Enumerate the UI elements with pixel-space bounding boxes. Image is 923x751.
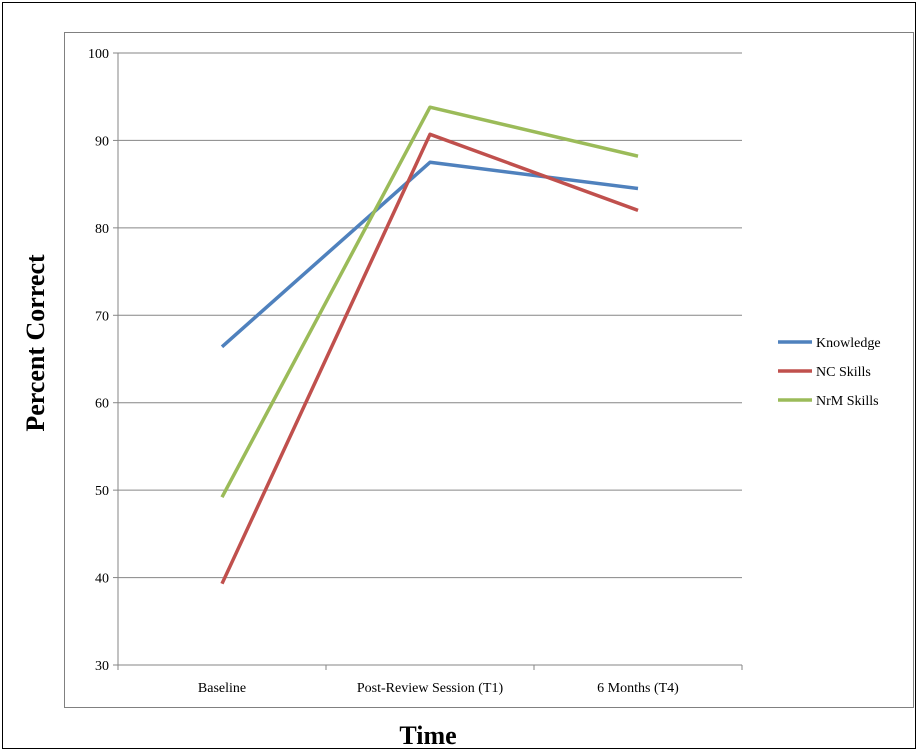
series-line-nc-skills [220, 132, 639, 585]
y-tick-label: 40 [95, 572, 109, 587]
legend-label: Knowledge [816, 336, 881, 351]
plot-area-border [64, 32, 914, 708]
y-tick-label: 50 [95, 484, 109, 499]
series-line-knowledge [220, 160, 639, 349]
x-tick-labels: Baseline Post-Review Session (T1) 6 Months… [198, 681, 679, 696]
series-lines [220, 105, 639, 585]
legend-label: NrM Skills [816, 394, 879, 409]
y-tick-labels: 30 40 50 60 70 80 90 100 [88, 47, 109, 674]
axes [113, 52, 743, 670]
y-tick-label: 80 [95, 222, 109, 237]
gridlines [118, 52, 742, 579]
x-tick-label: Post-Review Session (T1) [357, 681, 504, 696]
y-tick-label: 60 [95, 397, 109, 412]
y-tick-label: 100 [88, 47, 109, 62]
legend-label: NC Skills [816, 365, 871, 380]
y-axis-title: Percent Correct [21, 254, 50, 432]
x-axis-title: Time [399, 721, 456, 750]
y-tick-label: 30 [95, 659, 109, 674]
y-tick-label: 70 [95, 309, 109, 324]
x-tick-label: 6 Months (T4) [597, 681, 679, 696]
x-tick-label: Baseline [198, 681, 246, 696]
series-line-nrm-skills [220, 105, 639, 498]
y-tick-label: 90 [95, 134, 109, 149]
legend: Knowledge NC Skills NrM Skills [778, 336, 881, 409]
